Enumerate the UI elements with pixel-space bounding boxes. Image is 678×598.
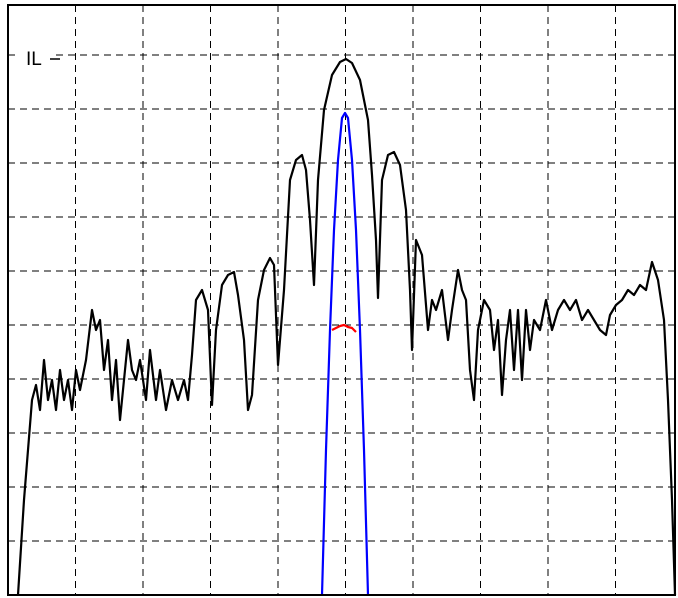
plot-frame — [7, 4, 676, 596]
annotation: IL — [26, 49, 42, 70]
label-background — [16, 46, 52, 72]
plot-lines — [16, 57, 677, 596]
trace — [320, 111, 370, 596]
grid — [8, 5, 675, 595]
trace — [331, 323, 357, 333]
trace — [16, 57, 677, 596]
